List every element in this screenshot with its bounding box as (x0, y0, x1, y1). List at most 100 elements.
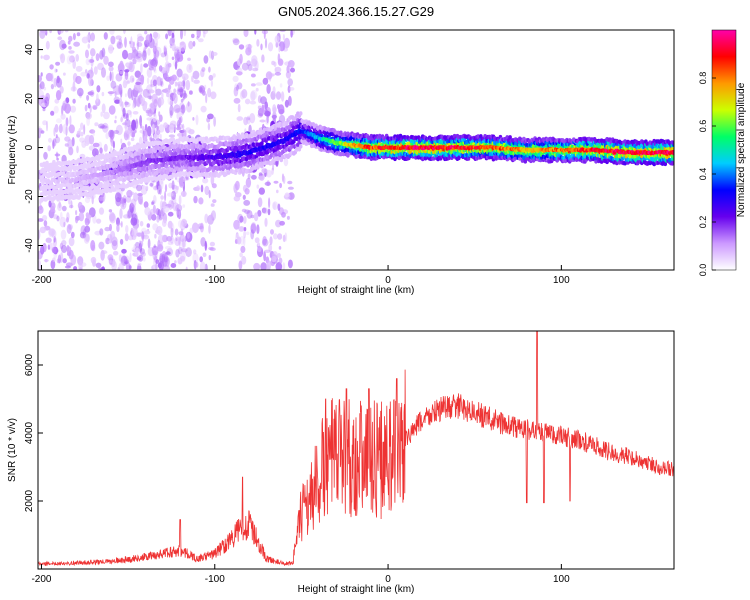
spectrogram-cell (63, 72, 66, 76)
spectrogram-cell (155, 259, 160, 264)
spectrogram-cell (288, 95, 292, 106)
spectrogram-cell (77, 87, 84, 97)
spectrogram-cell (210, 79, 213, 87)
spectrogram-cell (40, 72, 43, 77)
spectrogram-cell (125, 62, 131, 68)
spectrogram-cell (125, 195, 132, 203)
spectrogram-cell (156, 225, 163, 236)
spectrogram-cell (84, 225, 91, 233)
spectrogram-cell (150, 59, 157, 66)
spectrogram-cell (90, 66, 93, 74)
spectrogram-cell (160, 212, 164, 220)
spectrogram-cell (243, 230, 247, 239)
spectrogram-cell (170, 263, 177, 268)
spectrogram-cell (233, 219, 240, 230)
spectrogram-cell (49, 30, 52, 34)
spectrogram-cell (133, 205, 136, 214)
spectrogram-cell (178, 246, 183, 255)
spectrogram-cell (594, 159, 598, 164)
spectrogram-cell (272, 202, 276, 210)
spectrogram-cell (279, 83, 283, 88)
spectrogram-cell (196, 30, 201, 39)
spectrogram-cell (136, 184, 142, 192)
spectrogram-cell (66, 217, 69, 223)
spectrogram-cell (64, 265, 71, 269)
spectrogram-cell (508, 135, 512, 140)
spectrogram-cell (61, 43, 67, 49)
spectrogram-cell (181, 129, 187, 140)
spectrogram-cell (245, 44, 253, 49)
spectrogram-cell (169, 100, 174, 106)
spectrogram-cell (244, 188, 250, 195)
spectrogram-cell (179, 252, 186, 263)
spectrogram-cell (38, 229, 41, 240)
spectrogram-cell (263, 30, 266, 40)
spectrogram-cell (38, 218, 44, 222)
spectrogram-cell (131, 213, 138, 224)
spectrogram-cell (56, 157, 59, 161)
spectrogram-cell (193, 195, 198, 204)
spectrogram-cell (112, 140, 115, 149)
spectrogram-cell (76, 130, 81, 136)
spectrogram-cell (250, 222, 257, 233)
spectrogram-cell (152, 60, 157, 72)
spectrogram-cell (244, 98, 251, 105)
spectrogram-cell (65, 126, 68, 136)
spectrogram-cell (126, 210, 132, 219)
spectrogram-cell (168, 134, 176, 138)
spectrogram-cell (281, 211, 286, 218)
spectrogram-cell (243, 215, 247, 224)
spectrogram-cell (186, 232, 190, 239)
spectrogram-cell (81, 165, 85, 171)
spectrogram-cell (142, 88, 150, 98)
spectrogram-cell (68, 124, 75, 134)
spectrogram-cell (176, 77, 180, 81)
spectrogram-cell (61, 245, 67, 253)
spectrogram-cell (255, 82, 263, 86)
spectrogram-cell (265, 71, 273, 80)
spectrogram-cell (274, 35, 280, 44)
spectrogram-cell (278, 257, 283, 265)
spectrogram-cell (279, 182, 282, 189)
spectrogram-cell (84, 196, 91, 204)
spectrogram-cell (38, 205, 44, 214)
spectrogram-cell (50, 83, 55, 90)
spectrogram-cell (136, 256, 142, 261)
spectrogram-cell (103, 55, 109, 65)
spectrogram-cell (101, 103, 106, 114)
spectrogram-cell (92, 148, 99, 158)
spectrogram-cell (258, 187, 265, 195)
spectrogram-cell (129, 252, 132, 263)
spectrogram-cell (169, 110, 173, 118)
spectrogram-cell (70, 200, 73, 209)
spectrogram-cell (64, 30, 69, 33)
spectrogram-cell (158, 261, 164, 270)
spectrogram-cell (86, 73, 90, 79)
spectrogram-cell (239, 215, 244, 223)
spectrogram-cell (146, 68, 153, 78)
spectrogram-cell (256, 224, 260, 235)
spectrogram-cell (286, 215, 290, 220)
spectrogram-cell (77, 201, 83, 210)
spectrogram-cell (265, 169, 272, 178)
spectrogram-cell (92, 142, 100, 148)
spectrogram-cell (266, 84, 271, 94)
spectrogram-cell (171, 180, 175, 191)
spectrogram-cell (239, 53, 243, 64)
spectrogram-cell (254, 30, 257, 35)
spectrogram-cell (180, 104, 186, 114)
spectrogram-cell (101, 91, 105, 97)
spectrogram-cell (84, 104, 88, 112)
spectrogram-cell (132, 102, 135, 109)
spectrogram-cell (76, 145, 79, 154)
spectrogram-cell (50, 110, 55, 116)
spectrogram-cell (122, 196, 125, 208)
spectrogram-cell (208, 246, 214, 251)
spectrogram-cell (192, 117, 195, 121)
spectrogram-cell (88, 59, 95, 63)
spectrogram-cell (155, 88, 162, 96)
spectrogram-cell (187, 101, 190, 107)
spectrogram-cell (207, 113, 214, 120)
spectrogram-cell (100, 111, 103, 117)
spectrogram-cell (287, 259, 293, 269)
